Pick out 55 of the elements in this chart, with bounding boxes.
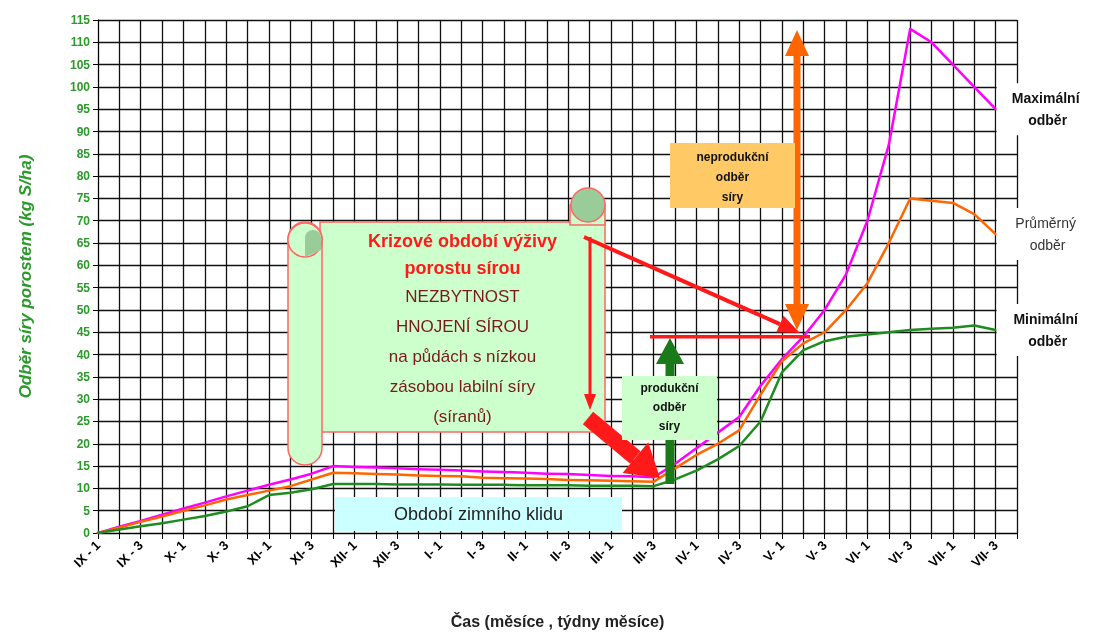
y-tick-label: 95 [76, 102, 91, 117]
x-tick-label: IV- 1 [672, 537, 702, 568]
series-label: Maximální odběr [1011, 90, 1084, 129]
y-tick-label: 80 [76, 169, 91, 184]
x-tick-label: III- 3 [630, 537, 659, 567]
y-tick-label: 30 [76, 392, 91, 407]
x-tick-label: VII- 3 [968, 537, 1001, 571]
x-tick-label: X- 3 [204, 537, 232, 566]
y-tick-label: 70 [76, 213, 91, 228]
series-label: Minimální odběr [1013, 311, 1082, 350]
y-tick-label: 0 [83, 526, 91, 540]
x-tick-label: XI- 3 [287, 537, 318, 568]
y-tick-label: 75 [76, 191, 91, 206]
x-tick-label: VI- 3 [885, 537, 916, 568]
annotation: Krizové období výživy porostu sírou [366, 230, 558, 280]
y-tick-label: 55 [76, 280, 91, 295]
y-tick-label: 35 [76, 369, 91, 384]
y-tick-label: 110 [70, 35, 91, 50]
y-tick-label: 5 [83, 503, 91, 518]
y-tick-label: 60 [76, 258, 91, 273]
y-tick-label: 90 [76, 124, 91, 139]
x-tick-label: III- 1 [587, 537, 617, 567]
y-tick-label: 65 [76, 236, 91, 251]
x-tick-label: IX - 1 [70, 537, 104, 571]
annotation: neprodukční odběr síry [695, 149, 770, 206]
y-tick-label: 105 [69, 57, 91, 72]
x-tick-label: VII- 1 [925, 537, 959, 571]
y-tick-label: 25 [76, 414, 91, 429]
y-axis-title: Odběr síry porostem (kg S/ha) [16, 154, 35, 399]
y-tick-label: 100 [69, 79, 91, 94]
x-tick-label: V- 1 [760, 537, 788, 565]
x-tick-label: XII- 1 [327, 537, 360, 571]
y-tick-label: 45 [76, 325, 91, 340]
y-tick-label: 15 [76, 459, 91, 474]
x-axis-title: Čas (měsíce , týdny měsíce) [450, 611, 665, 630]
y-tick-label: 10 [76, 481, 91, 496]
x-tick-label: II- 3 [547, 537, 574, 565]
y-tick-label: 85 [76, 146, 91, 161]
y-tick-label: 20 [76, 436, 91, 451]
x-tick-label: I- 3 [464, 537, 488, 562]
x-tick-label: IX - 3 [113, 537, 147, 571]
x-tick-label: XI- 1 [244, 537, 275, 568]
y-tick-label: 50 [76, 302, 91, 317]
x-tick-label: X- 1 [161, 537, 189, 566]
x-tick-label: I- 1 [421, 537, 446, 562]
x-tick-label: II- 1 [504, 537, 531, 565]
series-label: Průměrný odběr [1015, 215, 1080, 254]
x-tick-label: VI- 1 [842, 537, 873, 568]
x-tick-label: V- 3 [803, 537, 830, 565]
annotation: NEZBYTNOST HNOJENÍ SÍROU na půdách s nízkou zásobou labilní síry (síranů) [387, 286, 538, 428]
x-tick-label: XII- 3 [369, 537, 403, 571]
y-tick-label: 40 [76, 347, 91, 362]
x-tick-label: IV- 3 [714, 537, 745, 568]
y-tick-label: 115 [70, 13, 91, 27]
annotation: produkční odběr síry [639, 380, 700, 435]
